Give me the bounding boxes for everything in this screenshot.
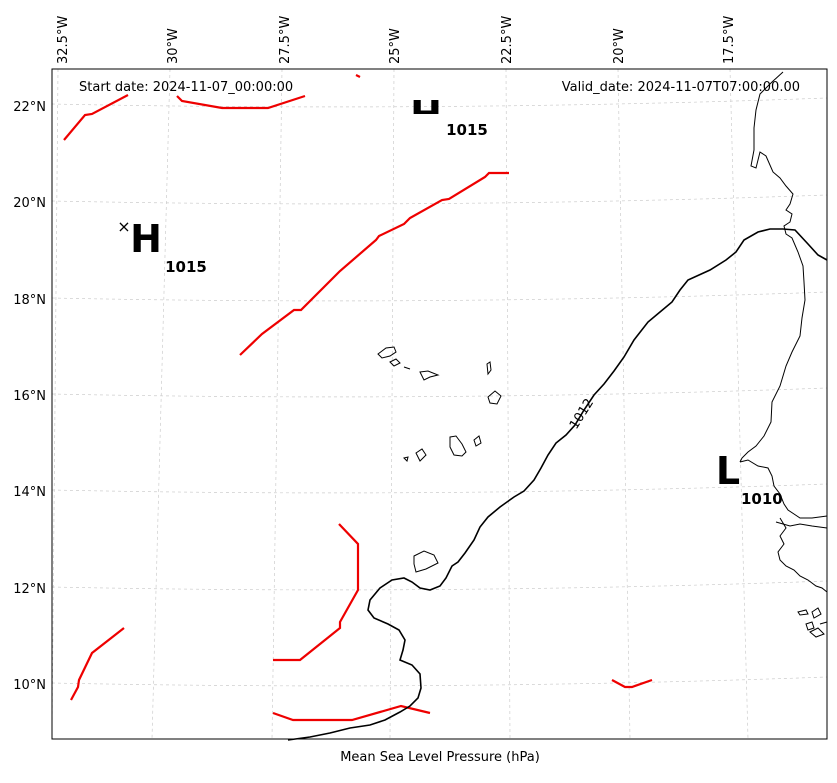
parallel-20n [51,194,828,205]
parallel-10n [51,676,828,687]
lat-tick-label: 14°N [13,485,46,500]
pressure-center-low-east: L 1010 [716,449,783,508]
lon-tick-label: 22.5°W [500,16,515,64]
low-symbol: L [716,449,740,493]
pressure-center-high-west: × H 1015 [117,217,207,276]
high-symbol: H [130,217,162,261]
lat-tick-label: 10°N [13,678,46,693]
island-boa-vista [487,390,502,405]
red-contour-top-tick [355,74,361,78]
x-axis-label: Mean Sea Level Pressure (hPa) [340,750,540,765]
lon-tick-label: 20°W [612,28,627,64]
island-santiago [449,435,467,457]
lat-tick-label: 16°N [13,389,46,404]
high-value-north: 1015 [446,121,488,139]
red-contour-sw [70,627,125,701]
meridian-25w [389,68,395,740]
map-area: 1012 [51,68,828,741]
start-date-label: Start date: 2024-11-07_00:00:00 [79,80,293,95]
coast-dakar [739,459,828,519]
lon-tick-label: 32.5°W [56,16,71,64]
meridian-32-5w [51,68,59,740]
red-contour-south-a [273,523,360,662]
lon-tick-label: 27.5°W [278,16,293,64]
lat-tick-label: 22°N [13,100,46,115]
coast-guinea [777,517,828,593]
graticule [51,68,828,740]
isobar-1012 [287,228,828,741]
island-santo-antao [377,346,397,359]
africa-coastline [739,71,828,638]
coast-bissagos [797,607,828,631]
map-frame [51,68,828,740]
lat-tick-label: 12°N [13,582,46,597]
lon-tick-labels: 32.5°W 30°W 27.5°W 25°W 22.5°W 20°W 17.5… [56,16,737,64]
red-contour-top [176,94,306,110]
red-contour-nw [63,94,129,141]
island-south-blob [413,550,439,573]
high-marker-x: × [117,217,130,236]
red-contour-bottom [272,704,431,722]
red-contour-mid [239,171,509,356]
parallel-16n [51,387,828,398]
low-value: 1010 [741,490,783,508]
meridian-30w [151,68,171,740]
coast-western-sahara [739,71,806,463]
lon-tick-label: 30°W [166,28,181,64]
island-santa-luzia [403,366,411,370]
parallel-12n [51,580,828,591]
island-fogo [415,448,427,462]
valid-date-label: Valid_date: 2024-11-07T07:00:00.00 [562,80,800,95]
island-sao-vicente [389,358,401,367]
parallel-18n [51,291,828,302]
meridian-17-5w [729,68,749,740]
meridian-20w [617,68,631,740]
island-maio [473,435,482,447]
lat-tick-label: 20°N [13,196,46,211]
lat-tick-label: 18°N [13,293,46,308]
red-contours [63,74,653,722]
cape-verde-islands [377,346,502,573]
meridian-27-5w [271,68,283,740]
island-brava [403,456,409,462]
lon-tick-label: 17.5°W [722,16,737,64]
meridian-22-5w [505,68,511,740]
lon-tick-label: 25°W [388,28,403,64]
lat-tick-labels: 22°N 20°N 18°N 16°N 14°N 12°N 10°N [13,100,46,693]
pressure-center-high-north: H 1015 [410,93,488,139]
parallel-22n [51,97,828,108]
coast-islands-sw [809,627,825,638]
island-sal [486,361,492,376]
red-contour-se [611,678,653,689]
island-sao-nicolau [419,370,440,381]
high-value: 1015 [165,258,207,276]
high-symbol-clipped: H [410,93,442,137]
parallel-14n [51,483,828,494]
coast-gambia [775,521,828,529]
